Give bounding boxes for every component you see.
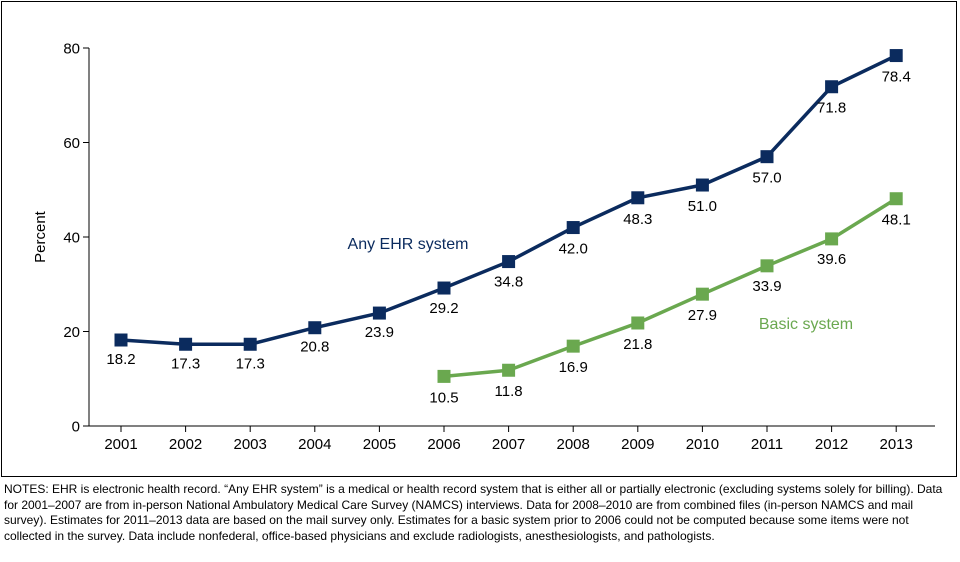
series-line-any-ehr [120,53,897,347]
data-point-marker [308,321,322,335]
data-label: 20.8 [300,339,329,356]
x-tick-label: 2006 [427,436,460,453]
data-point-marker [437,281,451,295]
data-point-marker [437,369,451,383]
data-label: 18.2 [106,351,135,368]
ehr-adoption-line-chart: 0 20 40 60 80 Percent 2001 2002 2003 2004 2005 2006… [32,41,935,453]
data-point-marker [695,178,709,192]
y-tick-label: 0 [72,419,80,436]
data-point-marker [889,49,903,63]
data-point-marker [889,192,903,206]
data-point-marker [114,333,128,347]
data-point-marker [502,363,516,377]
data-point-marker [243,337,257,351]
x-tick-label: 2002 [169,436,202,453]
y-tick-label: 80 [63,41,80,58]
y-tick-label: 60 [63,135,80,152]
data-label: 48.3 [623,211,652,228]
series-line-basic [443,197,898,379]
data-point-marker [372,306,386,320]
y-tick-label: 40 [63,230,80,247]
series-annotation-basic: Basic system [759,316,853,333]
data-point-marker [566,221,580,235]
data-label: 34.8 [494,274,523,291]
x-tick-label: 2001 [104,436,137,453]
chart-notes: NOTES: EHR is electronic health record. … [4,482,943,543]
x-tick-label: 2012 [815,436,848,453]
data-point-marker [825,232,839,246]
x-tick-label: 2003 [234,436,267,453]
x-tick-label: 2007 [492,436,525,453]
data-label: 16.9 [559,359,588,376]
data-point-marker [695,287,709,301]
data-label: 42.0 [559,241,588,258]
data-point-marker [631,316,645,330]
data-label: 78.4 [882,69,911,86]
data-label: 33.9 [752,278,781,295]
x-tick-label: 2009 [621,436,654,453]
x-tick-label: 2008 [557,436,590,453]
data-label: 10.5 [429,389,458,406]
data-label: 17.3 [171,355,200,372]
x-tick-label: 2005 [363,436,396,453]
data-label: 27.9 [688,307,717,324]
data-label: 23.9 [365,324,394,341]
data-label: 57.0 [752,170,781,187]
series-annotation-any-ehr: Any EHR system [348,236,469,253]
data-label: 39.6 [817,251,846,268]
x-tick-label: 2010 [686,436,719,453]
x-tick-label: 2004 [298,436,331,453]
data-point-marker [825,80,839,94]
data-point-marker [760,150,774,164]
data-point-marker [760,259,774,273]
y-axis-title: Percent [32,210,49,263]
x-tick-label: 2011 [751,436,783,453]
data-label: 29.2 [429,300,458,317]
data-label: 11.8 [495,383,523,400]
data-label: 51.0 [688,198,717,215]
data-label: 71.8 [817,100,846,117]
chart-frame [1,1,957,477]
data-point-marker [566,339,580,353]
data-point-marker [179,337,193,351]
x-tick-label: 2013 [880,436,913,453]
data-label: 48.1 [882,212,911,229]
data-label: 17.3 [236,355,265,372]
data-label: 21.8 [623,336,652,353]
data-point-marker [502,255,516,269]
y-tick-label: 20 [63,324,80,341]
data-point-marker [631,191,645,205]
